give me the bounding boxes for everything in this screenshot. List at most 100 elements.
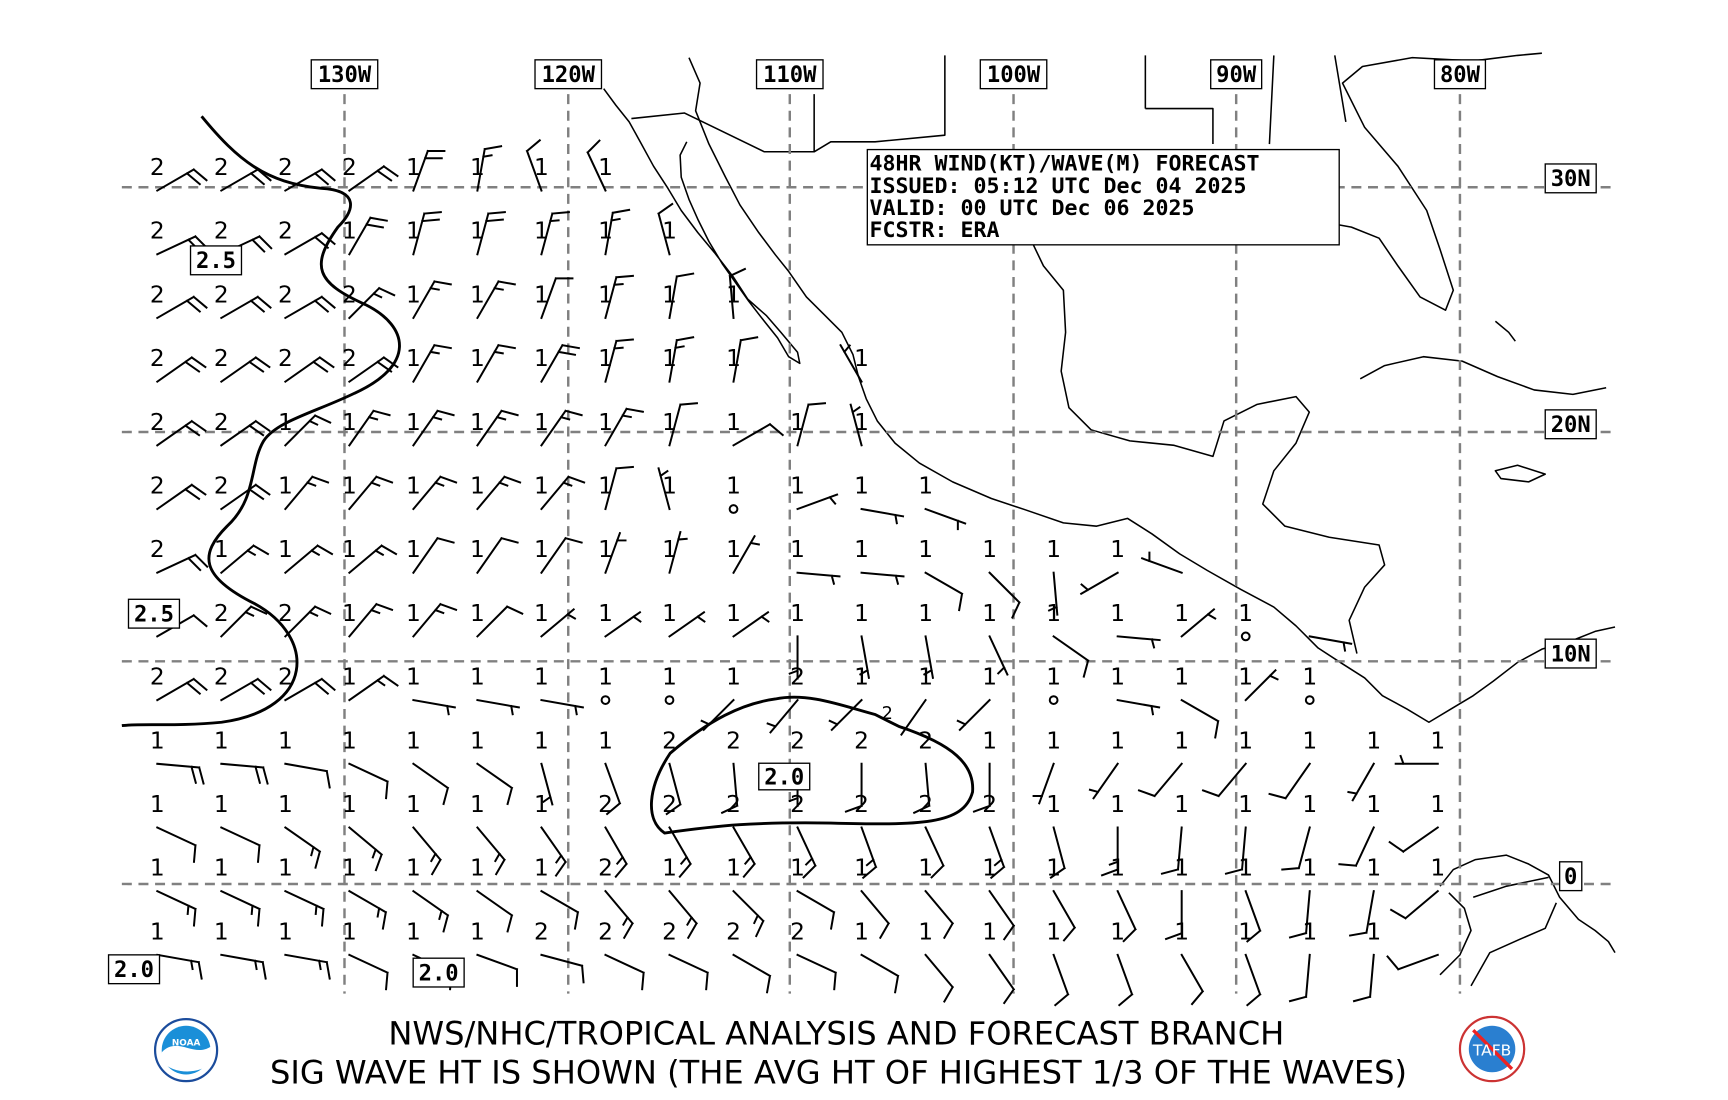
wind-barb [668, 889, 698, 940]
wave-height-value: 1 [1302, 727, 1317, 754]
wave-height-value: 1 [278, 473, 293, 500]
wind-barb [1164, 890, 1183, 941]
wind-barb [604, 465, 634, 511]
wave-height-value: 2 [150, 409, 165, 436]
wave-height-value: 2 [278, 345, 293, 372]
wind-barb [1140, 551, 1183, 574]
wind-barb [657, 467, 671, 511]
wind-barb [476, 605, 524, 638]
wave-height-value: 1 [726, 345, 741, 372]
wind-barb [956, 698, 992, 732]
wind-barb [668, 272, 695, 320]
wave-height-value: 1 [470, 600, 485, 627]
wind-barb [476, 475, 522, 511]
wave-height-value: 1 [662, 281, 677, 308]
wind-barb [283, 475, 330, 511]
wind-barb [1160, 826, 1183, 875]
wave-height-values: 2 2 2 2 1 1 1 12 2 2 1 1 1 1 1 12 2 2 2 1 1 1 1 1 12 2 2 2 1 1 1 1 1 1 12 2… [150, 154, 1445, 945]
wind-barb [988, 571, 1021, 619]
wave-height-value: 2 [214, 600, 229, 627]
wind-barb [412, 211, 442, 256]
lon-label: 90W [1216, 62, 1257, 88]
wind-barb [283, 414, 332, 447]
wind-barb [219, 889, 261, 927]
wind-barb [1347, 762, 1376, 802]
wave-height-value: 1 [982, 536, 997, 563]
wind-barb [1244, 668, 1279, 702]
lon-label: 80W [1440, 62, 1481, 88]
wind-barb [411, 602, 458, 638]
wave-height-value: 1 [982, 855, 997, 882]
contour-2.0m [650, 695, 975, 835]
wind-barb [720, 762, 739, 815]
wind-barb [1180, 607, 1217, 638]
wave-height-value: 1 [406, 600, 421, 627]
wave-height-value: 1 [726, 409, 741, 436]
wind-barb [411, 826, 442, 876]
wave-height-value: 1 [534, 218, 549, 245]
wind-barb [1180, 953, 1205, 1006]
wind-barb [604, 826, 628, 879]
wave-height-value: 1 [470, 345, 485, 372]
wind-barb [1338, 826, 1376, 867]
latitude-labels: 30N 20N 10N 0 [1544, 163, 1597, 892]
wave-height-value: 2 [342, 154, 357, 181]
tafb-logo-text: TAFB [1472, 1042, 1511, 1060]
wave-height-value: 1 [534, 409, 549, 436]
wave-height-value: 1 [662, 855, 677, 882]
wind-barb [155, 419, 207, 447]
wave-height-value: 1 [534, 473, 549, 500]
wind-barb [860, 507, 905, 525]
wave-height-value: 2 [214, 154, 229, 181]
wind-barb [348, 216, 388, 256]
wave-height-value: 1 [470, 473, 485, 500]
wave-height-value: 1 [1302, 791, 1317, 818]
wave-height-value: 1 [1110, 600, 1125, 627]
wave-height-value: 2 [278, 218, 293, 245]
wave-height-value: 1 [214, 536, 229, 563]
wind-barb [284, 889, 325, 927]
wave-height-value: 1 [918, 918, 933, 945]
wind-barb [860, 953, 900, 994]
lat-label: 10N [1551, 641, 1591, 667]
wind-barb [1052, 889, 1077, 942]
wind-barb [839, 343, 863, 383]
wind-barb [828, 698, 863, 732]
wind-barb [540, 409, 583, 447]
wind-barb [155, 483, 207, 511]
wave-height-value: 1 [534, 664, 549, 691]
wind-barb [347, 602, 394, 638]
wave-height-value: 1 [470, 409, 485, 436]
wind-barb [540, 536, 583, 575]
wind-barb [1288, 890, 1311, 939]
wave-height-value: 1 [342, 855, 357, 882]
wave-height-value: 1 [1238, 855, 1253, 882]
wave-height-value: 1 [342, 918, 357, 945]
wave-height-value: 1 [598, 154, 613, 181]
lat-label: 30N [1551, 166, 1591, 192]
wind-barb [988, 826, 1006, 880]
wave-height-value: 1 [342, 600, 357, 627]
wave-height-value: 2 [150, 154, 165, 181]
longitude-labels: 130W 120W 110W 100W 90W 80W [310, 59, 1487, 90]
wave-height-value: 1 [854, 600, 869, 627]
wind-barb [1079, 571, 1120, 596]
wind-barb [412, 762, 450, 806]
wind-barb [1281, 826, 1311, 871]
wind-barb [844, 762, 863, 813]
wave-height-value: 2 [662, 791, 677, 818]
wave-height-value: 2 [790, 791, 805, 818]
contour-label: 2.5 [196, 248, 236, 274]
wind-barb [924, 889, 955, 940]
wave-height-value: 1 [278, 855, 293, 882]
wind-barb [476, 145, 503, 192]
wave-height-value: 1 [1046, 918, 1061, 945]
wave-height-value: 1 [1110, 536, 1125, 563]
wind-barb [668, 336, 695, 383]
wave-height-value: 1 [726, 473, 741, 500]
wave-height-value: 1 [918, 473, 933, 500]
calm-wind-circle [1304, 695, 1315, 705]
wave-height-value: 1 [1366, 727, 1381, 754]
mexico-pacific-coast [688, 57, 1616, 724]
